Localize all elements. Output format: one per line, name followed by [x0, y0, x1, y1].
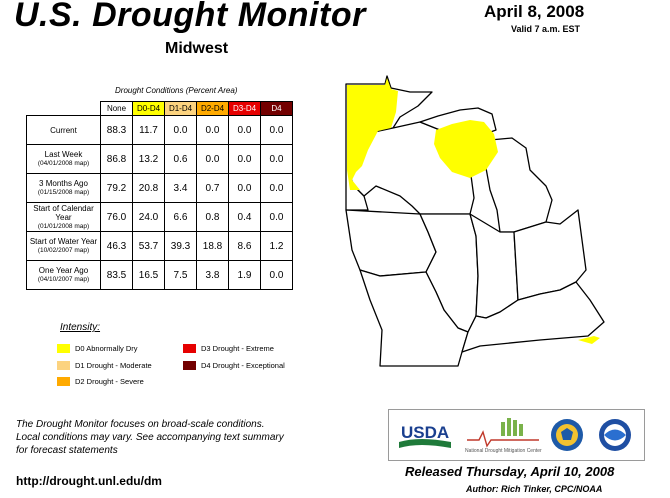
legend-swatch-d0	[57, 344, 70, 353]
usda-logo-swoosh	[399, 439, 451, 448]
table-cell: 46.3	[100, 231, 133, 261]
column-header-d4: D4	[260, 101, 293, 116]
author-credit: Author: Rich Tinker, CPC/NOAA	[466, 484, 603, 494]
legend-item-d3: D3 Drought - Extreme	[183, 344, 274, 353]
legend-item-d2: D2 Drought - Severe	[57, 377, 144, 386]
table-cell: 20.8	[132, 173, 165, 203]
website-link[interactable]: http://drought.unl.edu/dm	[16, 474, 162, 488]
table-cell: 0.0	[228, 144, 261, 174]
table-row: Last Week (04/01/2008 map) 86.8 13.2 0.6 …	[26, 144, 293, 174]
map-date: April 8, 2008	[484, 2, 585, 21]
row-label-date: (01/15/2008 map)	[37, 189, 90, 196]
usda-logo-text: USDA	[401, 423, 449, 442]
logos-graphic: USDA National Drought Mitigation Center	[399, 418, 631, 454]
table-cell: 0.4	[228, 202, 261, 232]
ndmc-logo: National Drought Mitigation Center	[465, 418, 542, 454]
legend-label-d0: D0 Abnormally Dry	[75, 344, 138, 353]
table-row: Start of Water Year (10/02/2007 map) 46.3…	[26, 231, 293, 261]
drought-area-wisconsin-north	[434, 120, 498, 178]
table-row: 3 Months Ago (01/15/2008 map) 79.2 20.8 3…	[26, 173, 293, 203]
table-cell: 13.2	[132, 144, 165, 174]
table-cell: 0.0	[260, 115, 293, 145]
legend-item-d0: D0 Abnormally Dry	[57, 344, 138, 353]
column-header-d0-d4: D0-D4	[132, 101, 165, 116]
legend-label-d3: D3 Drought - Extreme	[201, 344, 274, 353]
table-cell: 53.7	[132, 231, 165, 261]
table-cell: 1.9	[228, 260, 261, 290]
table-row: Start of Calendar Year (01/01/2008 map) 7…	[26, 202, 293, 232]
legend-label-d4: D4 Drought - Exceptional	[201, 361, 285, 370]
row-label-text: Start of Calendar Year	[33, 203, 94, 222]
row-label-text: One Year Ago	[38, 266, 89, 275]
table-cell: 0.0	[196, 144, 229, 174]
table-caption: Drought Conditions (Percent Area)	[115, 86, 238, 95]
table-cell: 18.8	[196, 231, 229, 261]
table-cell: 86.8	[100, 144, 133, 174]
row-label-text: Current	[50, 125, 77, 135]
legend-title: Intensity:	[60, 322, 101, 333]
table-cell: 88.3	[100, 115, 133, 145]
legend-item-d4: D4 Drought - Exceptional	[183, 361, 285, 370]
state-kentucky	[461, 281, 605, 353]
commerce-seal-icon	[551, 419, 583, 451]
note-line: for forecast statements	[16, 445, 118, 456]
noaa-seal-icon	[599, 419, 631, 451]
table-cell: 0.6	[164, 144, 197, 174]
table-cell: 8.6	[228, 231, 261, 261]
release-date: Released Thursday, April 10, 2008	[405, 464, 615, 479]
table-row: One Year Ago (04/10/2007 map) 83.5 16.5 7…	[26, 260, 293, 290]
row-label-date: (04/10/2007 map)	[37, 276, 90, 283]
table-cell: 16.5	[132, 260, 165, 290]
row-label-date: (10/02/2007 map)	[37, 247, 90, 254]
legend-item-d1: D1 Drought - Moderate	[57, 361, 152, 370]
note-line: Local conditions may vary. See accompany…	[16, 432, 284, 443]
legend-label-d1: D1 Drought - Moderate	[75, 361, 152, 370]
legend-label-d2: D2 Drought - Severe	[75, 377, 144, 386]
row-label: Start of Calendar Year (01/01/2008 map)	[26, 202, 101, 232]
legend-swatch-d1	[57, 361, 70, 370]
row-label-date: (04/01/2008 map)	[37, 160, 90, 167]
table-cell: 0.0	[164, 115, 197, 145]
table-header-row: None D0-D4 D1-D4 D2-D4 D3-D4 D4	[27, 101, 293, 116]
partner-logos: USDA National Drought Mitigation Center	[388, 409, 645, 461]
valid-time: Valid 7 a.m. EST	[511, 24, 581, 34]
drought-area-minnesota-north	[347, 78, 398, 190]
row-label: Start of Water Year (10/02/2007 map)	[26, 231, 101, 261]
row-label-text: Last Week	[44, 150, 83, 159]
table-cell: 0.0	[260, 260, 293, 290]
region-label: Midwest	[165, 40, 229, 57]
legend-swatch-d2	[57, 377, 70, 386]
table-cell: 3.4	[164, 173, 197, 203]
table-cell: 0.0	[260, 144, 293, 174]
page-title: U.S. Drought Monitor	[14, 0, 366, 34]
row-label-text: 3 Months Ago	[39, 179, 88, 188]
ndmc-logo-text: National Drought Mitigation Center	[465, 448, 542, 454]
drought-conditions-table: None D0-D4 D1-D4 D2-D4 D3-D4 D4 Current …	[26, 101, 293, 290]
row-label: One Year Ago (04/10/2007 map)	[26, 260, 101, 290]
drought-area-kentucky-southeast	[578, 336, 600, 344]
legend-swatch-d4	[183, 361, 196, 370]
column-header-none: None	[100, 101, 133, 116]
table-cell: 6.6	[164, 202, 197, 232]
column-header-d1-d4: D1-D4	[164, 101, 197, 116]
legend-swatch-d3	[183, 344, 196, 353]
note-line: The Drought Monitor focuses on broad-sca…	[16, 419, 265, 430]
row-label-text: Start of Water Year	[29, 237, 98, 246]
disclaimer-note: The Drought Monitor focuses on broad-sca…	[16, 418, 346, 457]
row-label-date: (01/01/2008 map)	[37, 222, 90, 230]
table-cell: 83.5	[100, 260, 133, 290]
